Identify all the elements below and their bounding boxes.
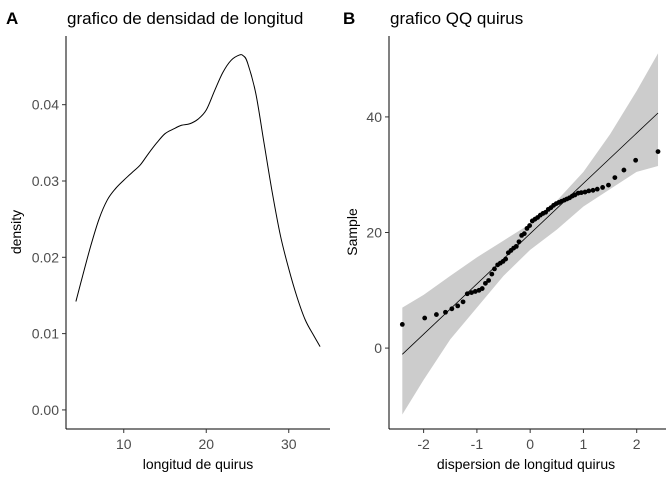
qq-point <box>621 167 627 173</box>
panel-b-title: grafico QQ quirus <box>390 9 523 28</box>
panel-a-x-axis-title: longitud de quirus <box>143 456 254 472</box>
qq-point <box>578 190 584 196</box>
qq-point <box>513 243 519 249</box>
qq-point <box>469 290 474 296</box>
panel-b-x-tick-label: 1 <box>580 436 588 452</box>
panel-b-points <box>399 149 661 327</box>
panel-b-y-axis-title: Sample <box>344 208 360 256</box>
panel-b-tag: B <box>343 9 355 28</box>
panel-a-x-tick-label: 10 <box>116 436 132 452</box>
qq-point <box>606 182 611 188</box>
panel-b-x-tick-label: 2 <box>633 436 641 452</box>
qq-point <box>460 299 466 305</box>
qq-reference-line <box>402 112 659 355</box>
qq-point <box>483 280 488 286</box>
density-curve <box>75 54 321 347</box>
panel-b-x-tick-label: -1 <box>471 436 484 452</box>
qq-point <box>492 266 497 272</box>
qq-point <box>434 312 439 317</box>
panel-a: A grafico de densidad de longitud 0.000.… <box>6 9 330 472</box>
qq-point <box>486 278 492 283</box>
panel-a-y-tick-label: 0.00 <box>32 402 59 418</box>
panel-a-y-axis-title: density <box>8 210 24 254</box>
panel-a-y-tick-label: 0.04 <box>32 97 59 113</box>
qq-point <box>399 321 405 327</box>
qq-point <box>590 187 596 193</box>
panel-a-x-ticks: 10 20 30 <box>116 429 297 452</box>
qq-point <box>521 231 527 237</box>
qq-point <box>472 289 478 294</box>
qq-point <box>600 185 606 190</box>
qq-point <box>594 186 600 192</box>
qq-point <box>443 309 448 315</box>
panel-b-x-tick-label: -2 <box>417 436 430 452</box>
qq-point <box>455 303 461 309</box>
panel-b: B grafico QQ quirus 0 20 40 -2 -1 0 1 2 disper… <box>343 9 666 472</box>
panel-a-x-tick-label: 30 <box>281 436 297 452</box>
panel-b-y-tick-label: 0 <box>374 340 382 356</box>
qq-point <box>582 189 588 195</box>
qq-point <box>612 175 618 180</box>
panel-a-y-tick-label: 0.02 <box>32 249 59 265</box>
qq-point <box>655 149 661 154</box>
qq-point <box>586 188 592 194</box>
qq-point <box>449 306 455 312</box>
panel-b-y-ticks: 0 20 40 <box>366 109 389 356</box>
panel-b-y-tick-label: 20 <box>366 225 382 241</box>
qq-point <box>422 315 428 321</box>
qq-point <box>489 271 495 277</box>
panel-b-x-tick-label: 0 <box>526 436 534 452</box>
panel-b-reference-line <box>402 112 659 355</box>
panel-a-plot-area <box>75 54 321 347</box>
panel-b-x-axis-title: dispersion de longitud quirus <box>437 456 615 472</box>
panel-a-x-tick-label: 20 <box>198 436 214 452</box>
qq-point <box>464 291 470 297</box>
qq-point <box>503 256 509 262</box>
panel-a-tag: A <box>6 9 18 28</box>
qq-point <box>527 223 533 228</box>
panel-a-title: grafico de densidad de longitud <box>67 9 303 28</box>
qq-point <box>633 157 639 163</box>
qq-point <box>516 239 522 245</box>
panel-a-y-tick-label: 0.03 <box>32 173 59 189</box>
panel-b-x-ticks: -2 -1 0 1 2 <box>417 429 641 452</box>
panel-b-y-tick-label: 40 <box>366 109 382 125</box>
panel-a-y-tick-label: 0.01 <box>32 326 59 342</box>
panel-a-y-ticks: 0.00 0.01 0.02 0.03 0.04 <box>32 97 66 418</box>
qq-point <box>479 286 485 291</box>
